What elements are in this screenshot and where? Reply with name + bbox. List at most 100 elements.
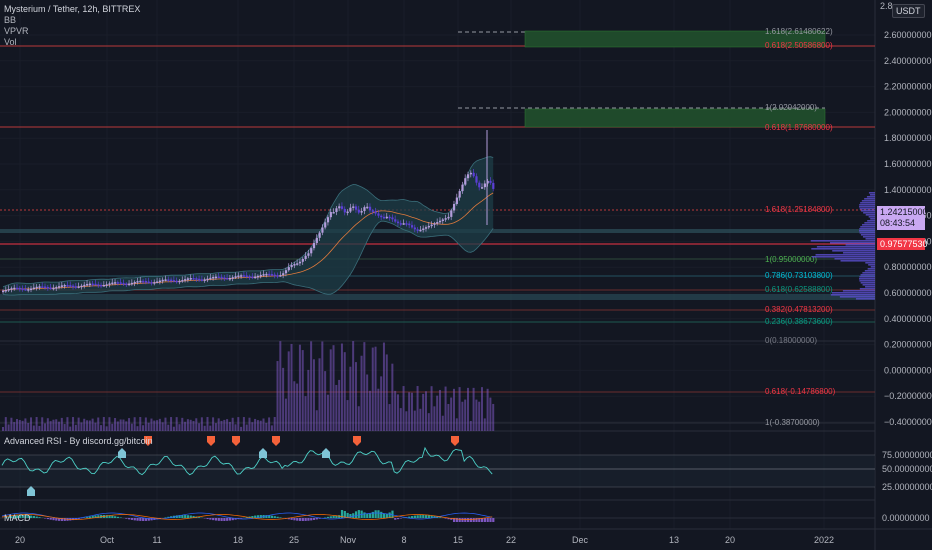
volume-bar (293, 381, 296, 431)
bollinger-lower-line (2, 220, 494, 296)
candle-body (321, 227, 324, 233)
macd-bar (77, 518, 80, 520)
macd-bar (55, 518, 58, 521)
volume-bar (245, 424, 248, 431)
volume-bar (91, 418, 94, 431)
candle-body (340, 206, 344, 209)
macd-bar (388, 512, 391, 518)
macd-bar (377, 510, 380, 518)
volume-bar (273, 417, 276, 431)
rsi-sell-marker (207, 436, 215, 446)
volume-bar (125, 421, 128, 431)
price-axis-label: 2.20000000 (884, 82, 932, 92)
rsi-sell-marker (144, 436, 152, 446)
vpvr-row (865, 286, 875, 288)
volume-bar (399, 408, 402, 431)
time-axis-label: Nov (340, 535, 357, 545)
vpvr-row (840, 260, 875, 262)
candle-body (262, 274, 265, 276)
macd-bar (27, 515, 30, 518)
macd-histogram (4, 510, 495, 522)
rsi-sell-marker (353, 436, 361, 446)
macd-bar (329, 516, 332, 518)
rsi-pane-label[interactable]: Advanced RSI - By discord.gg/bitcoin (4, 436, 153, 446)
macd-bar (279, 517, 282, 518)
candle-body (111, 282, 114, 285)
volume-bar (349, 366, 352, 431)
volume-bar (402, 386, 405, 431)
price-axis-label: 1.80000000 (884, 133, 932, 143)
vpvr-row (870, 266, 875, 268)
volume-bar (111, 423, 114, 431)
time-axis: 20 Oct 11 18 25 Nov 8 15 22 Dec 13 20 2022 (15, 535, 834, 545)
volume-bar (72, 417, 75, 431)
volume-bar (321, 341, 324, 431)
macd-bar (189, 515, 192, 518)
indicator-bb[interactable]: BB (4, 15, 17, 25)
volume-bar (2, 427, 5, 431)
volume-bar (97, 417, 100, 431)
candle-body (273, 274, 276, 277)
macd-bar (52, 518, 55, 521)
candle-body (242, 275, 246, 277)
macd-axis-label: 0.00000000 (882, 513, 930, 523)
candle-body (450, 210, 453, 217)
candle-body (38, 286, 41, 288)
candle-body (472, 172, 475, 177)
candle-body (240, 275, 243, 277)
rsi-sell-marker (272, 436, 280, 446)
candle-body (147, 281, 150, 284)
volume-bar (466, 387, 469, 431)
price-axis-label: −0.20000000 (884, 391, 932, 401)
vpvr-row (859, 204, 875, 206)
candle-body (41, 286, 44, 288)
volume-bar (150, 418, 153, 431)
candle-body (363, 207, 366, 211)
indicator-vpvr[interactable]: VPVR (4, 26, 29, 36)
currency-badge[interactable]: USDT (892, 4, 925, 18)
macd-bar (343, 511, 346, 518)
vpvr-row (864, 270, 875, 272)
candle-body (396, 221, 400, 224)
rsi-buy-marker (322, 448, 330, 458)
candle-body (254, 276, 257, 279)
vpvr-row (843, 252, 875, 254)
volume-bar (158, 418, 161, 431)
volume-bar (198, 423, 201, 431)
bollinger-basis-line (2, 192, 494, 291)
candle-body (153, 282, 156, 284)
volume-bar (282, 367, 285, 431)
macd-bar (354, 511, 358, 518)
time-axis-label: 13 (669, 535, 679, 545)
indicator-vol[interactable]: Vol (4, 37, 17, 47)
candle-body (282, 273, 285, 276)
candle-body (212, 276, 215, 279)
macd-bar (114, 516, 117, 518)
volume-bar (472, 387, 475, 431)
symbol-title[interactable]: Mysterium / Tether, 12h, BITTREX (4, 4, 141, 14)
top-axis-label: 2.8 (880, 1, 893, 11)
candle-body (32, 287, 36, 290)
volume-bar (464, 399, 467, 431)
candle-body (226, 277, 229, 280)
macd-bar (270, 515, 274, 518)
volume-bar (80, 422, 83, 431)
candle-body (304, 255, 307, 259)
candle-body (24, 289, 27, 291)
price-axis-label: 1.60000000 (884, 159, 932, 169)
candle-body (128, 283, 131, 286)
time-axis-label: Dec (572, 535, 589, 545)
candle-body (66, 284, 69, 287)
candle-body (413, 227, 416, 230)
volume-bar (186, 419, 189, 431)
volume-bar (396, 394, 399, 431)
candle-body (18, 287, 22, 290)
candle-body (21, 288, 24, 290)
time-axis-label: 25 (289, 535, 299, 545)
candle-body (184, 279, 187, 281)
macd-pane-label[interactable]: MACD (4, 513, 31, 523)
macd-bar (186, 515, 190, 518)
candle-body (377, 213, 380, 216)
candle-body (307, 253, 310, 256)
